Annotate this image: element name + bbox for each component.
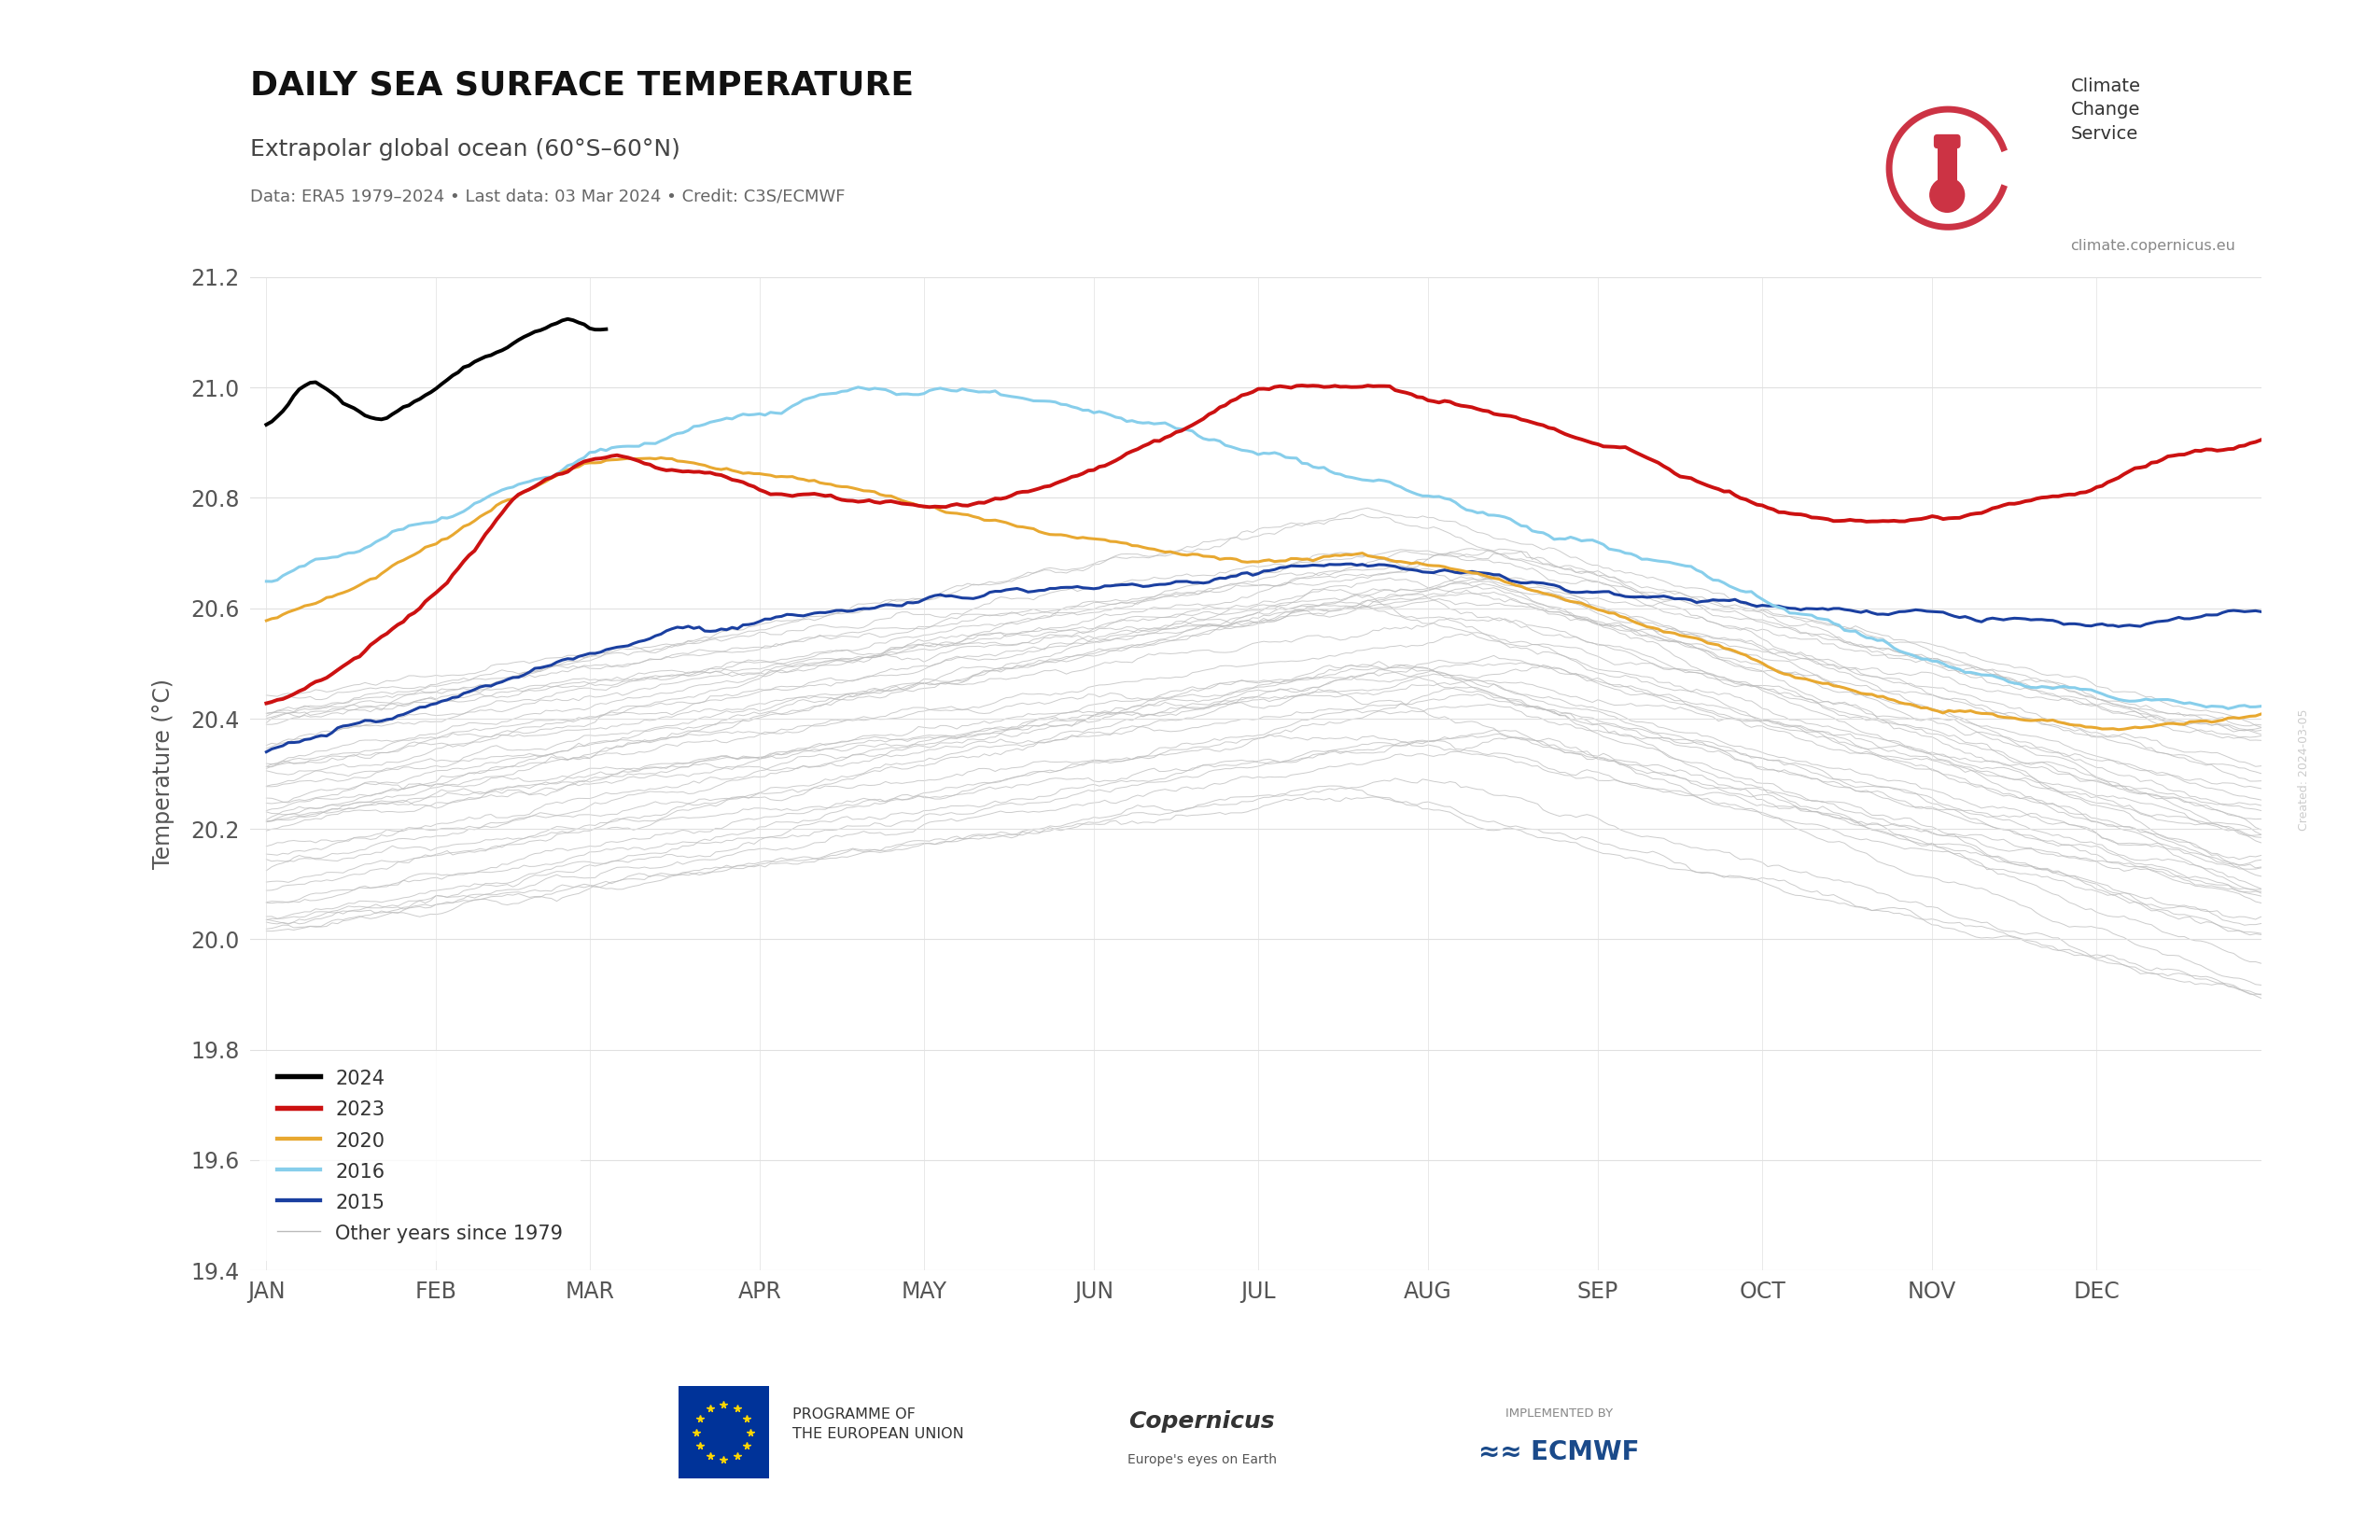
Text: Created: 2024-03-05: Created: 2024-03-05: [2297, 708, 2311, 832]
Text: IMPLEMENTED BY: IMPLEMENTED BY: [1504, 1408, 1614, 1420]
Text: Climate
Change
Service: Climate Change Service: [2071, 77, 2140, 143]
Text: DAILY SEA SURFACE TEMPERATURE: DAILY SEA SURFACE TEMPERATURE: [250, 69, 914, 102]
Text: climate.copernicus.eu: climate.copernicus.eu: [2071, 239, 2235, 253]
Legend: 2024, 2023, 2020, 2016, 2015, Other years since 1979: 2024, 2023, 2020, 2016, 2015, Other year…: [259, 1050, 581, 1261]
Bar: [1937, 142, 1956, 191]
Text: Copernicus: Copernicus: [1128, 1411, 1276, 1432]
FancyBboxPatch shape: [1933, 134, 1961, 148]
Y-axis label: Temperature (°C): Temperature (°C): [152, 679, 176, 869]
Text: Data: ERA5 1979–2024 • Last data: 03 Mar 2024 • Credit: C3S/ECMWF: Data: ERA5 1979–2024 • Last data: 03 Mar…: [250, 188, 845, 205]
Text: Europe's eyes on Earth: Europe's eyes on Earth: [1128, 1454, 1276, 1466]
Circle shape: [1930, 177, 1966, 213]
Text: Extrapolar global ocean (60°S–60°N): Extrapolar global ocean (60°S–60°N): [250, 139, 681, 162]
Text: ≈≈ ECMWF: ≈≈ ECMWF: [1478, 1440, 1640, 1465]
Text: PROGRAMME OF
THE EUROPEAN UNION: PROGRAMME OF THE EUROPEAN UNION: [793, 1408, 964, 1441]
